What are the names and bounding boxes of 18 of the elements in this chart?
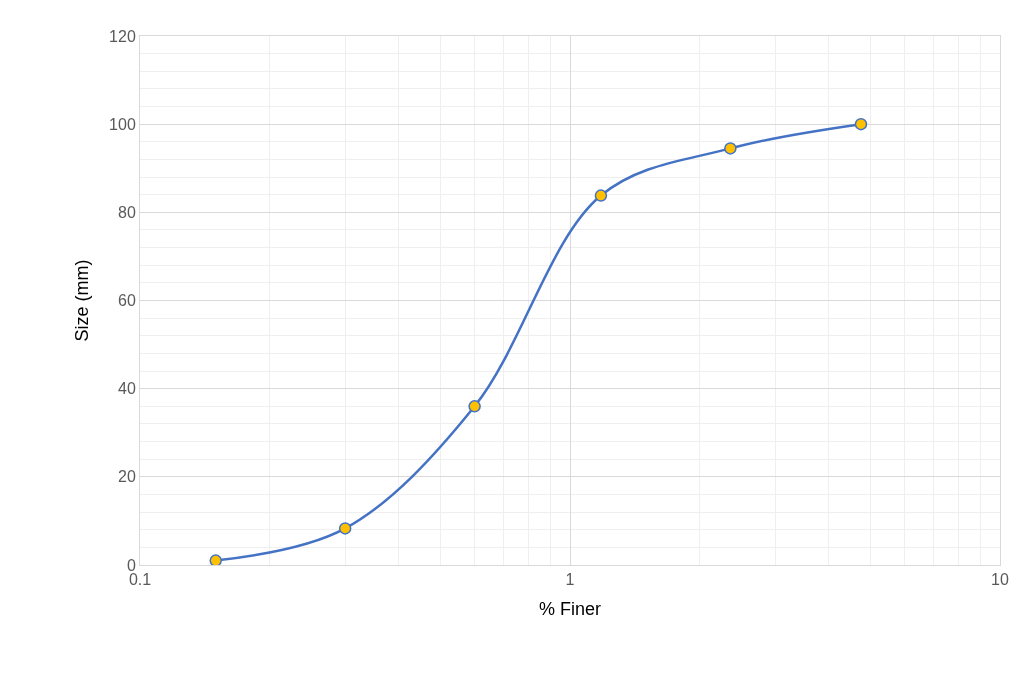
y-tick-label: 80 bbox=[118, 203, 136, 221]
y-tick-label: 120 bbox=[109, 27, 136, 45]
y-tick-label: 60 bbox=[118, 292, 136, 310]
y-tick-label: 20 bbox=[118, 468, 136, 486]
point bbox=[209, 554, 222, 565]
x-axis-title: % Finer bbox=[538, 599, 602, 620]
y-tick-label: 0 bbox=[126, 556, 136, 574]
point bbox=[854, 117, 868, 131]
point bbox=[338, 522, 352, 535]
y-axis-title: Size (mm) bbox=[72, 259, 93, 342]
y-tick-label: 40 bbox=[118, 380, 136, 398]
x-tick-label: 0.1 bbox=[128, 571, 152, 589]
x-tick-label: 1 bbox=[565, 571, 575, 589]
point bbox=[594, 189, 608, 202]
y-tick-label: 100 bbox=[109, 115, 136, 133]
x-tick-label: 10 bbox=[991, 571, 1009, 589]
point bbox=[468, 400, 481, 413]
point bbox=[724, 142, 737, 155]
